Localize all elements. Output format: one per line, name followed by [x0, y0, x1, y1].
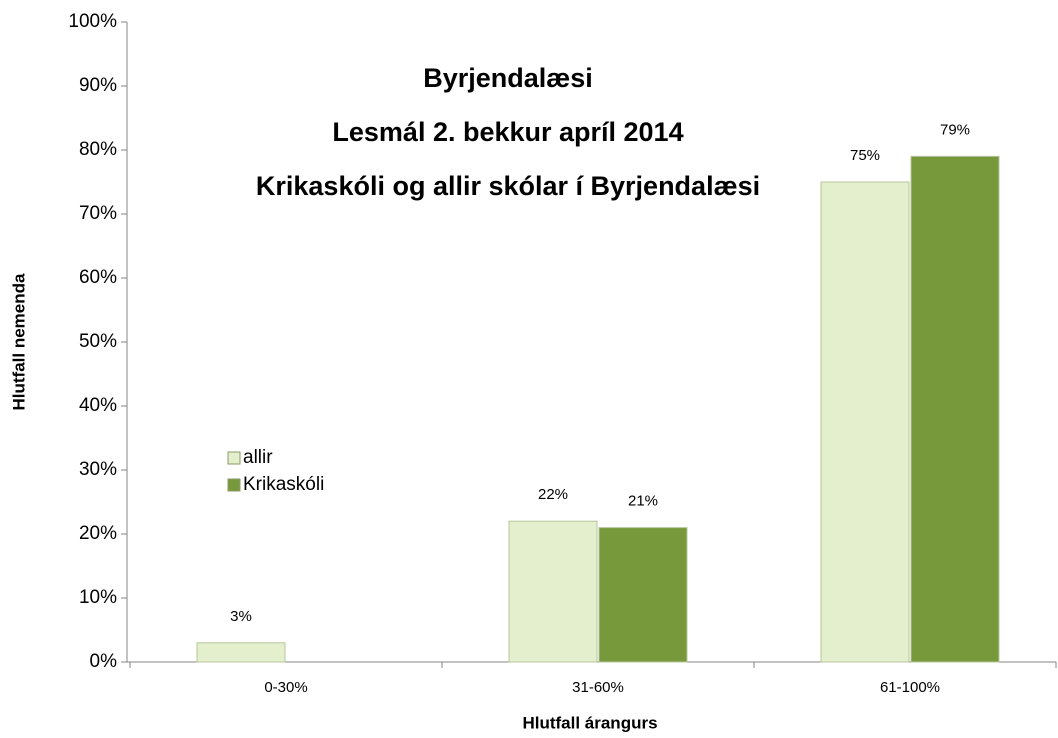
x-tick-label: 61-100%	[880, 679, 940, 696]
y-tick-label: 70%	[79, 203, 117, 224]
bar	[820, 181, 910, 663]
chart-title: Krikaskóli og allir skólar í Byrjendalæs…	[256, 171, 760, 201]
y-tick-label: 50%	[79, 331, 117, 352]
legend-label: allir	[243, 447, 273, 468]
data-label: 75%	[850, 147, 880, 164]
legend-swatch	[227, 451, 241, 465]
x-tick-label: 31-60%	[572, 679, 624, 696]
y-tick-label: 80%	[79, 139, 117, 160]
y-tick-label: 30%	[79, 459, 117, 480]
data-label: 22%	[538, 486, 568, 503]
bar	[910, 155, 1000, 663]
x-axis-title: Hlutfall árangurs	[522, 713, 657, 732]
y-tick-label: 40%	[79, 395, 117, 416]
x-tick-label: 0-30%	[264, 679, 307, 696]
y-tick-label: 10%	[79, 587, 117, 608]
y-tick-label: 0%	[90, 651, 118, 672]
bar	[508, 520, 598, 663]
y-tick-label: 90%	[79, 75, 117, 96]
legend-swatch	[227, 478, 241, 492]
y-tick-label: 20%	[79, 523, 117, 544]
y-tick-label: 60%	[79, 267, 117, 288]
y-tick-label: 100%	[68, 11, 117, 32]
y-axis-title: Hlutfall nemenda	[9, 273, 28, 411]
legend-label: Krikaskóli	[243, 474, 324, 495]
chart-title: Lesmál 2. bekkur apríl 2014	[332, 117, 683, 147]
data-label: 3%	[230, 608, 252, 625]
bar	[598, 527, 688, 663]
bar	[196, 642, 286, 663]
chart-title: Byrjendalæsi	[423, 63, 593, 93]
data-label: 79%	[940, 121, 970, 138]
data-label: 21%	[628, 493, 658, 510]
